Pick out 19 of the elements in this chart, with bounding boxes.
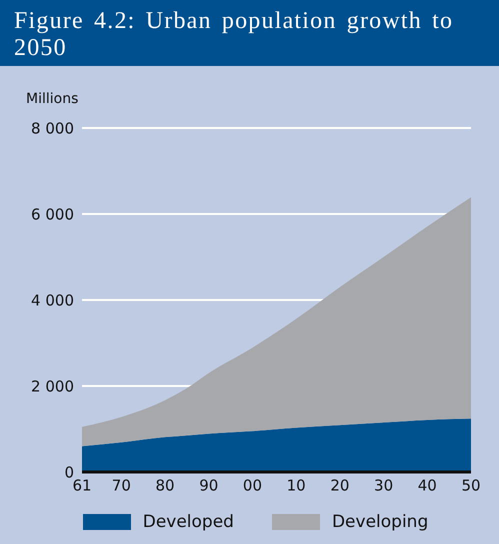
x-tick-label: 30 (374, 476, 394, 495)
y-tick-label: 6 000 (31, 205, 74, 224)
y-tick-label: 8 000 (31, 119, 74, 138)
chart-title: Figure 4.2: Urban population growth to 2050 (0, 0, 499, 66)
x-tick-label: 00 (242, 476, 262, 495)
x-tick-label: 10 (286, 476, 306, 495)
y-axis-title: Millions (26, 91, 78, 107)
legend-label: Developing (332, 512, 428, 532)
x-tick-label: 70 (112, 476, 131, 495)
y-tick-label: 0 (64, 463, 74, 482)
x-tick-label: 90 (199, 476, 218, 495)
x-tick-label: 61 (72, 476, 92, 495)
x-tick-label: 20 (330, 476, 350, 495)
legend-label: Developed (142, 512, 234, 532)
x-tick-label: 40 (418, 476, 437, 495)
x-tick-label: 80 (156, 476, 175, 495)
y-tick-label: 4 000 (31, 291, 74, 310)
x-tick-label: 50 (461, 476, 481, 495)
y-tick-label: 2 000 (31, 377, 74, 396)
